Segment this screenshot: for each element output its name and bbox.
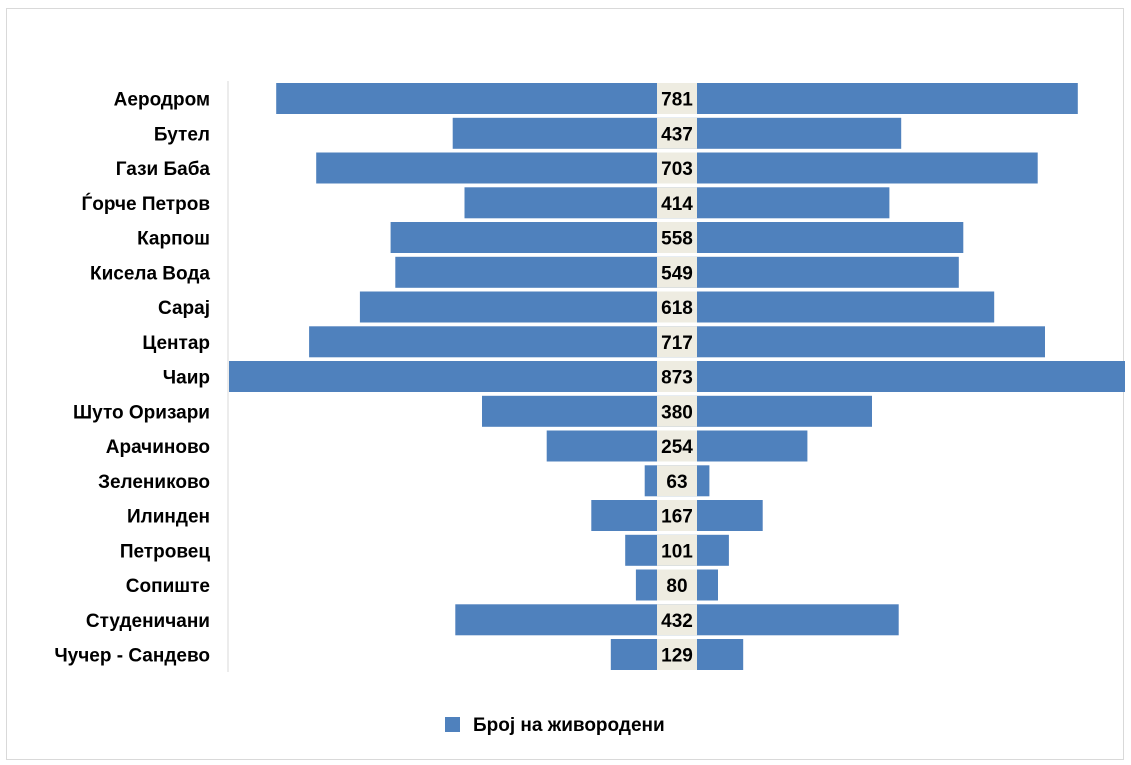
category-label: Аеродром — [114, 90, 210, 111]
category-label: Илинден — [127, 507, 210, 528]
category-label: Петровец — [120, 541, 210, 562]
data-label-box — [657, 326, 697, 358]
label-layer: 781 Аеродром 437 Бутел 703 Гази Баба 414 Ѓорче … — [54, 90, 693, 667]
legend-swatch — [445, 717, 460, 732]
data-label-box — [657, 639, 697, 670]
data-label: 549 — [661, 263, 693, 284]
legend: Број на живородени — [445, 715, 665, 736]
data-label: 129 — [661, 646, 693, 667]
data-label-box — [657, 117, 697, 149]
data-label: 414 — [661, 194, 693, 215]
legend-series-name: Број на живородени — [473, 715, 665, 736]
category-label: Чучер - Сандево — [54, 646, 210, 667]
data-label-box — [657, 152, 697, 184]
category-label: Бутел — [154, 124, 210, 145]
data-label-box — [657, 604, 697, 636]
category-label: Сарај — [158, 298, 210, 319]
data-label: 380 — [661, 402, 693, 423]
data-label: 703 — [661, 159, 693, 180]
category-label: Зелениково — [98, 472, 210, 493]
category-label: Шуто Оризари — [73, 402, 210, 423]
category-label: Ѓорче Петров — [81, 193, 210, 215]
category-label: Карпош — [137, 229, 210, 250]
data-label: 558 — [661, 229, 693, 250]
data-label: 781 — [661, 90, 693, 111]
data-label-box — [657, 395, 697, 427]
data-label: 80 — [666, 576, 687, 597]
data-label-box — [657, 500, 697, 531]
data-label-box — [657, 569, 697, 601]
bar-layer — [229, 83, 1125, 670]
data-label-box — [657, 187, 697, 219]
data-label: 254 — [661, 437, 693, 458]
data-label-box — [657, 430, 697, 462]
data-label: 717 — [661, 333, 693, 354]
data-label-box — [657, 222, 697, 253]
category-label: Студеничани — [86, 611, 210, 632]
data-label-box — [657, 534, 697, 566]
data-label-box — [657, 361, 697, 392]
data-label: 63 — [666, 472, 687, 493]
data-label: 101 — [661, 541, 693, 562]
category-label: Арачиново — [106, 437, 210, 458]
data-label: 432 — [661, 611, 693, 632]
data-label-box — [657, 256, 697, 288]
category-label: Чаир — [163, 368, 210, 389]
data-label: 437 — [661, 124, 693, 145]
data-label-box — [657, 465, 697, 497]
data-label: 618 — [661, 298, 693, 319]
category-label: Центар — [142, 333, 210, 354]
data-label-box — [657, 83, 697, 114]
category-label: Сопиште — [126, 576, 210, 597]
data-label: 873 — [661, 368, 693, 389]
data-label-box — [657, 291, 697, 323]
data-label: 167 — [661, 507, 693, 528]
category-label: Гази Баба — [116, 159, 211, 180]
chart-frame: 781 Аеродром 437 Бутел 703 Гази Баба 414 Ѓорче … — [6, 8, 1125, 760]
category-label: Кисела Вода — [90, 263, 210, 284]
funnel-bar-chart: 781 Аеродром 437 Бутел 703 Гази Баба 414 Ѓорче … — [54, 81, 1125, 736]
